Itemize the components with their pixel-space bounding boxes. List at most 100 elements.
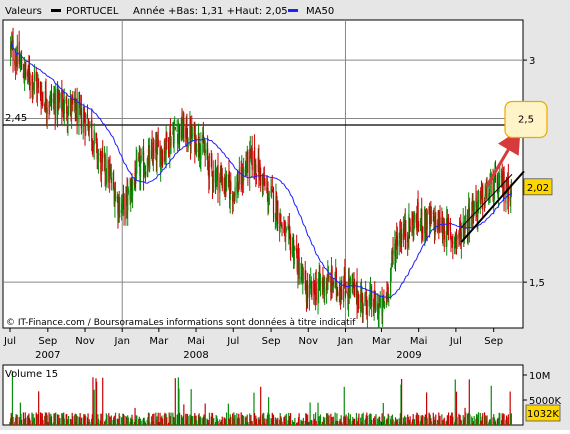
volume-bar: [322, 416, 325, 425]
price-candle: [377, 309, 380, 316]
volume-bar: [45, 414, 47, 425]
volume-bar: [193, 415, 195, 425]
price-candle: [412, 221, 414, 235]
price-candle: [88, 125, 90, 131]
volume-bar: [307, 414, 309, 425]
volume-bar: [454, 379, 456, 425]
price-candle: [378, 304, 380, 315]
volume-bar: [332, 416, 334, 425]
price-candle: [42, 100, 44, 102]
price-candle: [132, 188, 134, 196]
volume-bar: [40, 412, 42, 425]
volume-bar: [177, 377, 179, 425]
volume-bar: [476, 413, 478, 425]
volume-bar: [451, 412, 453, 425]
grid-layer: [3, 20, 523, 328]
volume-bar: [174, 417, 176, 425]
volume-bar: [127, 417, 129, 425]
price-candle: [297, 250, 299, 275]
price-candle: [467, 216, 469, 231]
price-candle: [291, 246, 294, 256]
price-candle: [471, 197, 473, 210]
price-candle: [305, 292, 308, 303]
volume-bar: [318, 417, 320, 425]
price-candle: [477, 200, 480, 208]
volume-bar: [331, 417, 333, 425]
price-candle: [49, 94, 51, 105]
price-candle: [63, 99, 65, 114]
price-candle: [83, 117, 86, 122]
volume-bar: [321, 421, 323, 425]
volume-bar: [38, 391, 40, 425]
volume-bar: [12, 416, 14, 425]
target-callout: 2,5: [504, 100, 548, 139]
price-candle: [275, 193, 278, 221]
volume-bar: [357, 417, 359, 425]
volume-bar: [480, 420, 482, 425]
price-candle: [142, 152, 144, 155]
volume-bar: [125, 415, 127, 425]
price-candle: [510, 180, 512, 196]
volume-bar: [405, 417, 407, 425]
target-arrow: [485, 129, 521, 188]
price-candle: [260, 174, 262, 185]
volume-bar: [468, 412, 470, 425]
price-candle: [437, 212, 439, 227]
volume-bar: [272, 414, 275, 425]
volume-bar: [108, 413, 110, 425]
price-candle: [29, 82, 31, 86]
x-tick-label: Jan: [114, 336, 130, 347]
last-volume-box: [525, 404, 561, 422]
price-candle: [206, 149, 208, 155]
price-candle: [464, 226, 466, 234]
volume-bar: [471, 416, 473, 425]
price-candle: [326, 281, 328, 289]
price-candle: [351, 278, 353, 287]
price-candle: [472, 201, 474, 215]
price-candle: [332, 285, 334, 290]
volume-bar: [391, 420, 393, 425]
y-tick-label: 1,5: [529, 278, 545, 289]
volume-bar: [458, 413, 460, 425]
volume-bar: [203, 416, 206, 425]
volume-bar: [416, 412, 419, 425]
volume-bar: [463, 417, 466, 425]
volume-bar: [220, 422, 222, 425]
price-candle: [131, 186, 133, 192]
price-candle: [502, 182, 504, 195]
x-year-label: 2008: [183, 350, 208, 361]
volume-bar: [106, 415, 108, 425]
price-candle: [172, 132, 174, 134]
volume-bar: [144, 422, 147, 425]
price-candle: [160, 147, 162, 158]
price-candle: [432, 212, 434, 215]
volume-bar: [284, 415, 286, 425]
price-candle: [436, 223, 439, 233]
price-candle: [22, 73, 25, 79]
volume-bar: [93, 389, 95, 425]
price-candle: [99, 153, 101, 156]
price-candle: [186, 140, 189, 144]
volume-bar: [390, 415, 392, 425]
price-candle: [324, 287, 326, 296]
volume-bar: [213, 418, 215, 425]
price-candle: [327, 273, 329, 291]
price-candle: [454, 235, 456, 241]
volume-bar: [490, 419, 492, 425]
price-candle: [507, 173, 509, 197]
volume-bar: [53, 416, 56, 425]
volume-bar: [16, 415, 18, 425]
price-candle: [185, 127, 187, 138]
price-candle: [279, 226, 281, 229]
volume-bar: [465, 412, 467, 425]
price-candle: [364, 293, 366, 306]
volume-bar: [308, 421, 311, 425]
volume-bar: [441, 414, 443, 425]
price-candle: [272, 188, 275, 214]
price-candle: [336, 286, 338, 292]
price-candle: [163, 147, 165, 163]
x-axis: Jul Sep Nov Jan Mar Mai Jul Sep Nov Jan Mar Mai Jul S…: [3, 328, 503, 425]
price-candle: [122, 196, 124, 208]
volume-bar: [434, 419, 436, 425]
price-candle: [10, 45, 12, 52]
